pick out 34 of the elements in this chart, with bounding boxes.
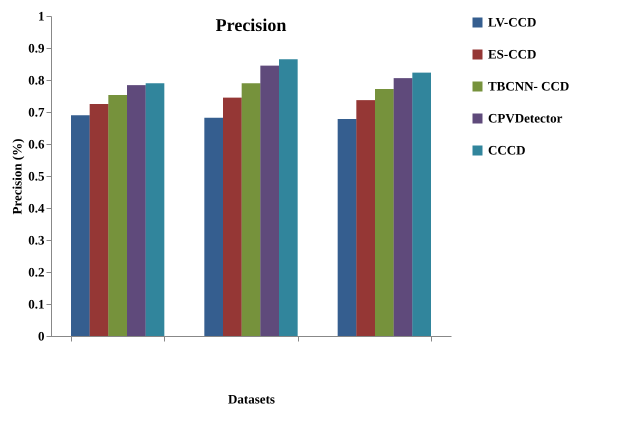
bar [127,85,146,336]
bar [204,118,223,336]
legend-label: LV-CCD [488,14,536,30]
y-axis-title: Precision (%) [9,138,24,214]
y-tick-label: 1 [38,8,44,24]
y-tick-label: 0 [38,328,44,344]
bar [338,119,356,336]
legend-label: CPVDetector [488,110,563,126]
y-tick-label: 0.4 [28,200,45,216]
y-tick-label: 0.2 [28,264,44,280]
y-tick-label: 0.8 [28,72,45,88]
legend-label: TBCNN- CCD [488,78,570,94]
legend-label: ES-CCD [488,46,536,62]
legend-label: CCCD [488,142,526,158]
y-tick-label: 0.6 [28,136,45,152]
bar [108,95,127,336]
bar [242,83,260,336]
bar [146,83,164,336]
bar [223,98,242,336]
bar [90,104,108,336]
x-axis-title: Datasets [228,392,275,406]
bar [260,66,279,336]
y-tick-label: 0.1 [28,296,44,312]
bar [394,78,412,336]
bar [279,59,298,336]
y-tick-label: 0.3 [28,232,45,248]
bar [412,72,431,336]
y-tick-label: 0.5 [28,168,45,184]
chart-title: Precision [216,15,286,35]
bar [71,115,90,336]
y-tick-label: 0.7 [28,104,45,120]
bar [356,100,375,336]
bar [375,88,394,336]
y-tick-label: 0.9 [28,40,45,56]
